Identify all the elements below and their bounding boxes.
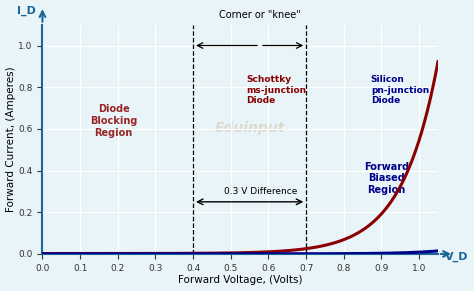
Text: Diode
Blocking
Region: Diode Blocking Region bbox=[90, 104, 137, 138]
Y-axis label: Forward Current, (Amperes): Forward Current, (Amperes) bbox=[6, 66, 16, 212]
Text: Schottky
ms-junction
Diode: Schottky ms-junction Diode bbox=[246, 75, 306, 105]
Text: V_D: V_D bbox=[445, 251, 468, 262]
X-axis label: Forward Voltage, (Volts): Forward Voltage, (Volts) bbox=[178, 276, 302, 285]
Text: Silicon
pn-junction
Diode: Silicon pn-junction Diode bbox=[371, 75, 429, 105]
Text: I_D: I_D bbox=[18, 6, 36, 16]
Text: Forward
Biased
Region: Forward Biased Region bbox=[364, 162, 409, 195]
Text: Corner or "knee": Corner or "knee" bbox=[219, 10, 301, 20]
Text: 0.3 V Difference: 0.3 V Difference bbox=[224, 187, 298, 196]
